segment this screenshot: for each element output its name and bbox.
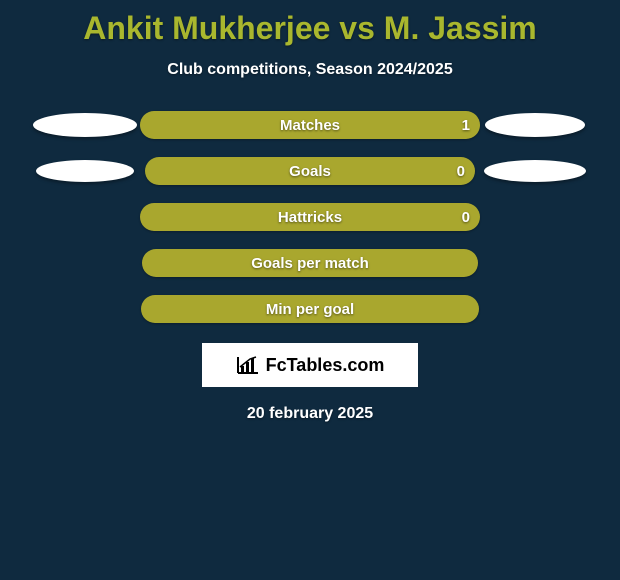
ellipse-marker: [485, 113, 585, 137]
bar-wrap: Matches 1: [140, 111, 480, 139]
bar-wrap: Goals per match: [140, 249, 480, 277]
chart-container: Ankit Mukherjee vs M. Jassim Club compet…: [0, 0, 620, 580]
bar-right-value: 1: [462, 117, 470, 134]
subtitle: Club competitions, Season 2024/2025: [0, 61, 620, 79]
stat-row: Goals 0: [0, 157, 620, 185]
bar-label: Goals per match: [251, 255, 369, 272]
bar-wrap: Hattricks 0: [140, 203, 480, 231]
stat-bar: Matches 1: [140, 111, 480, 139]
logo: FcTables.com: [236, 355, 385, 376]
barchart-icon: [236, 355, 260, 375]
bar-wrap: Min per goal: [140, 295, 480, 323]
bar-right-value: 0: [457, 163, 465, 180]
ellipse-marker: [36, 160, 134, 182]
ellipse-right-slot: [480, 160, 590, 182]
logo-box: FcTables.com: [202, 343, 418, 387]
stat-row: Min per goal: [0, 295, 620, 323]
ellipse-marker: [484, 160, 586, 182]
bar-label: Matches: [280, 117, 340, 134]
stat-bar: Hattricks 0: [140, 203, 480, 231]
stat-row: Hattricks 0: [0, 203, 620, 231]
logo-text: FcTables.com: [266, 355, 385, 376]
stat-bar: Goals per match: [142, 249, 478, 277]
ellipse-right-slot: [480, 113, 590, 137]
date-text: 20 february 2025: [0, 405, 620, 423]
stat-bar: Goals 0: [145, 157, 475, 185]
ellipse-left-slot: [30, 160, 140, 182]
bar-wrap: Goals 0: [140, 157, 480, 185]
stat-bar: Min per goal: [141, 295, 479, 323]
ellipse-marker: [33, 113, 137, 137]
stat-row: Matches 1: [0, 111, 620, 139]
ellipse-left-slot: [30, 113, 140, 137]
stat-rows: Matches 1 Goals 0 Hattricks 0 Goals per match M…: [0, 111, 620, 323]
bar-label: Hattricks: [278, 209, 342, 226]
bar-label: Goals: [289, 163, 331, 180]
bar-label: Min per goal: [266, 301, 354, 318]
page-title: Ankit Mukherjee vs M. Jassim: [0, 0, 620, 47]
bar-right-value: 0: [462, 209, 470, 226]
stat-row: Goals per match: [0, 249, 620, 277]
